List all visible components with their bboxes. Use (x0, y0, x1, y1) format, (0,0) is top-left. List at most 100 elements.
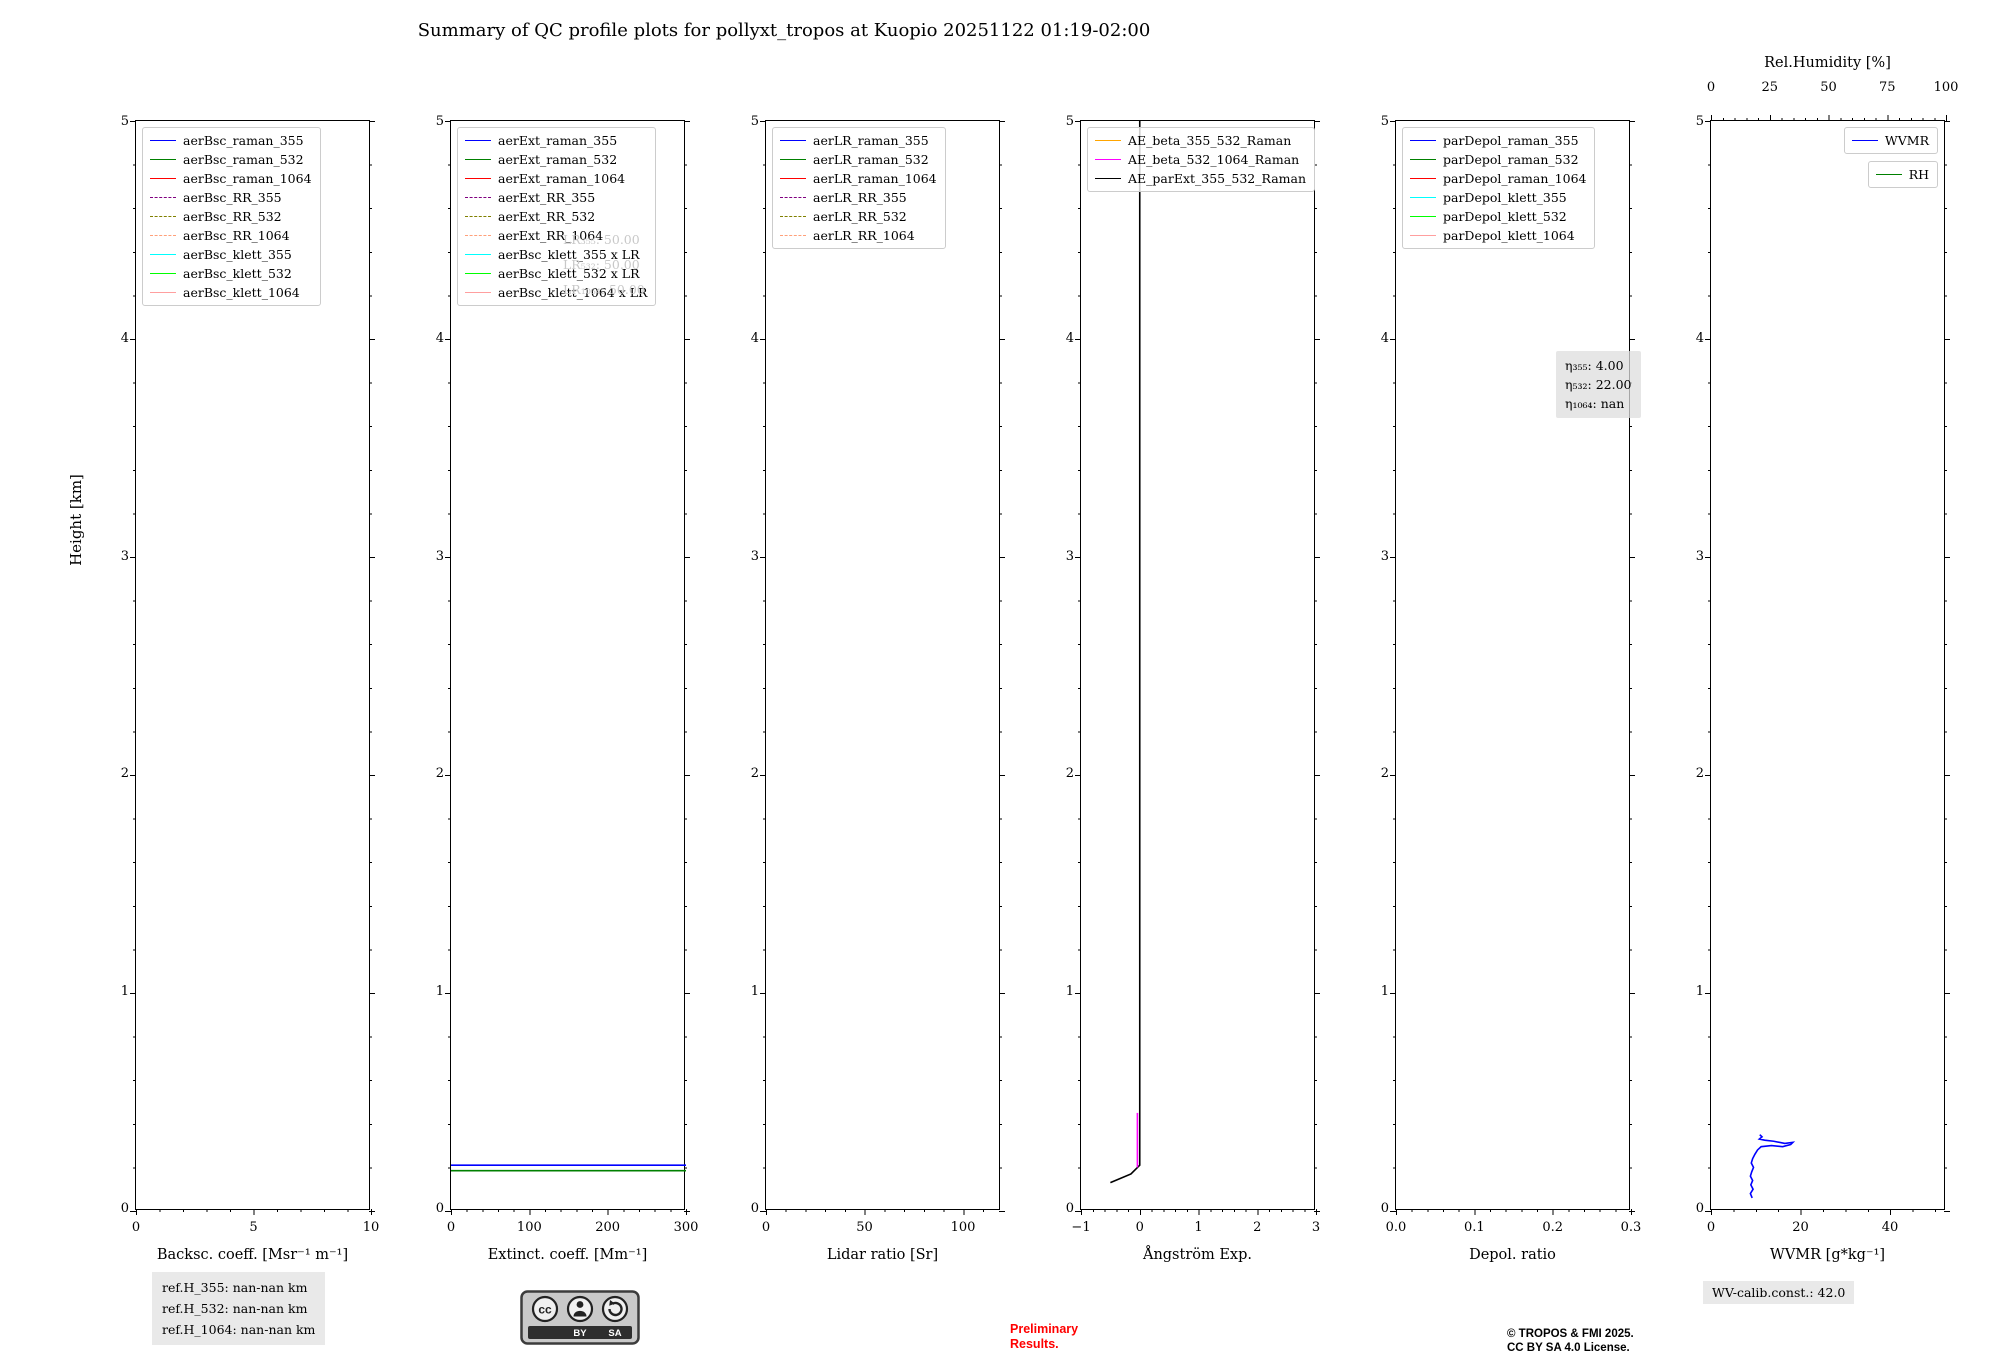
reference-height-line: ref.H_1064: nan-nan km (162, 1322, 316, 1337)
reference-heights-note: ref.H_355: nan-nan km ref.H_532: nan-nan … (152, 1272, 326, 1345)
x-axis-label: Ångström Exp. (1142, 1247, 1253, 1263)
legend-item: AE_beta_532_1064_Raman (1095, 152, 1306, 167)
panel-extinction: LR₃₅₅: 50.00 LR₅₃₂: 50.00 LR₁₀₆₄: 50.00 ae… (436, 114, 699, 1264)
legend-item: RH (1875, 167, 1929, 182)
legend-item: aerBsc_klett_355 (150, 247, 312, 262)
extinction-plot-lines (451, 121, 686, 1211)
legend-line-swatch (465, 292, 491, 293)
x-axis-label: Depol. ratio (1469, 1247, 1556, 1263)
cc-icon: cc (538, 1303, 552, 1317)
legend-item-label: aerBsc_raman_532 (183, 152, 304, 167)
legend-item-label: aerLR_raman_1064 (813, 171, 937, 186)
top-axis-label: Rel.Humidity [%] (1764, 55, 1891, 71)
legend-item-label: aerExt_RR_532 (498, 209, 596, 224)
legend-line-swatch (1410, 235, 1436, 236)
backscatter-legend: aerBsc_raman_355 aerBsc_raman_532 aerBsc… (142, 127, 321, 306)
angstrom-plot-lines (1081, 121, 1316, 1211)
legend-line-swatch (780, 178, 806, 179)
depol-plot-lines (1396, 121, 1631, 1211)
legend-item-label: aerExt_raman_532 (498, 152, 618, 167)
legend-line-swatch (150, 273, 176, 274)
legend-item-label: aerBsc_klett_355 (183, 247, 292, 262)
legend-line-swatch (780, 216, 806, 217)
legend-item-label: aerBsc_klett_1064 x LR (498, 285, 648, 300)
legend-item-label: aerBsc_RR_355 (183, 190, 282, 205)
legend-item-label: aerLR_raman_532 (813, 152, 929, 167)
legend-line-swatch (780, 140, 806, 141)
x-axis-label: Backsc. coeff. [Msr⁻¹ m⁻¹] (156, 1247, 349, 1263)
copyright-line: © TROPOS & FMI 2025. (1507, 1328, 1634, 1340)
legend-item-label: parDepol_klett_1064 (1443, 228, 1575, 243)
panel-depol: η₃₅₅: 4.00 η₅₃₂: 22.00 η₁₀₆₄: nan parDepol… (1381, 114, 1642, 1264)
legend-item-label: aerExt_RR_355 (498, 190, 596, 205)
legend-item-label: aerBsc_RR_532 (183, 209, 282, 224)
legend-item: WVMR (1851, 133, 1929, 148)
legend-item-label: aerExt_raman_1064 (498, 171, 626, 186)
preliminary-results-note: Preliminary Results. (1010, 1322, 1078, 1352)
attribution-circle (566, 1295, 594, 1323)
legend-item: aerBsc_klett_1064 x LR (465, 285, 647, 300)
lidar-ratio-note-line: LR₅₃₂: 50.00 (563, 257, 640, 272)
legend-line-swatch (150, 235, 176, 236)
legend-line-swatch (465, 197, 491, 198)
legend-line-swatch (780, 235, 806, 236)
legend-line-swatch (465, 254, 491, 255)
wv-calibration-note: WV-calib.const.: 42.0 (1703, 1281, 1855, 1304)
legend-item: aerExt_raman_1064 (465, 171, 647, 186)
legend-item: aerBsc_RR_355 (150, 190, 312, 205)
legend-item-label: AE_beta_355_532_Raman (1128, 133, 1292, 148)
x-tick-labels: 0 20 40 (1706, 1220, 1899, 1235)
legend-item-label: parDepol_raman_355 (1443, 133, 1579, 148)
preliminary-line: Results. (1010, 1337, 1059, 1351)
eta-annotation-line: η₃₅₅: 4.00 (1565, 358, 1624, 373)
legend-item-label: aerBsc_klett_532 (183, 266, 292, 281)
legend-item: AE_parExt_355_532_Raman (1095, 171, 1306, 186)
x-axis-label: Extinct. coeff. [Mm⁻¹] (487, 1247, 648, 1263)
legend-item-label: aerExt_RR_1064 (498, 228, 604, 243)
panel-backscatter: aerBsc_raman_355 aerBsc_raman_532 aerBsc… (121, 114, 380, 1264)
legend-item: aerLR_RR_1064 (780, 228, 937, 243)
legend-item-label: aerLR_RR_1064 (813, 228, 915, 243)
legend-item-label: aerLR_RR_532 (813, 209, 907, 224)
share-alike-arrow-icon (608, 1301, 623, 1317)
person-icon (576, 1301, 584, 1308)
legend-item: parDepol_raman_532 (1410, 152, 1586, 167)
legend-line-swatch (150, 197, 176, 198)
legend-line-swatch (1410, 216, 1436, 217)
legend-item-label: parDepol_klett_355 (1443, 190, 1567, 205)
lidar-ratio-note-line: LR₃₅₅: 50.00 (563, 232, 640, 247)
lidar-ratio-plot-lines (766, 121, 1001, 1211)
legend-line-swatch (780, 197, 806, 198)
legend-line-swatch (150, 159, 176, 160)
legend-item: aerLR_raman_355 (780, 133, 937, 148)
legend-item: parDepol_raman_1064 (1410, 171, 1586, 186)
legend-item-label: parDepol_raman_1064 (1443, 171, 1587, 186)
legend-item: aerBsc_klett_1064 (150, 285, 312, 300)
legend-item: aerBsc_raman_532 (150, 152, 312, 167)
copyright-line: CC BY SA 4.0 License. (1507, 1341, 1630, 1354)
legend-item: parDepol_raman_355 (1410, 133, 1586, 148)
legend-line-swatch (150, 140, 176, 141)
legend-item: aerLR_raman_532 (780, 152, 937, 167)
legend-line-swatch (1410, 178, 1436, 179)
x-tick-labels: 0 5 10 (131, 1220, 380, 1235)
legend-line-swatch (465, 235, 491, 236)
legend-item-label: aerBsc_RR_1064 (183, 228, 290, 243)
legend-line-swatch (465, 273, 491, 274)
person-body-icon (573, 1310, 587, 1317)
legend-item: aerExt_RR_1064 (465, 228, 647, 243)
top-x-tick-labels: 0 25 50 75 100 (1706, 80, 1959, 95)
legend-item: parDepol_klett_532 (1410, 209, 1586, 224)
share-alike-arrowhead (609, 1300, 615, 1306)
legend-item-label: aerBsc_klett_532 x LR (498, 266, 640, 281)
legend-item: aerBsc_RR_532 (150, 209, 312, 224)
legend-line-swatch (1095, 159, 1121, 160)
legend-item: aerExt_RR_532 (465, 209, 647, 224)
legend-line-swatch (465, 140, 491, 141)
panel-lidar-ratio: aerLR_raman_355 aerLR_raman_532 aerLR_ra… (751, 114, 1005, 1263)
badge-sa-label: SA (608, 1328, 621, 1339)
legend-line-swatch (1410, 197, 1436, 198)
legend-item-label: aerBsc_klett_1064 (183, 285, 300, 300)
